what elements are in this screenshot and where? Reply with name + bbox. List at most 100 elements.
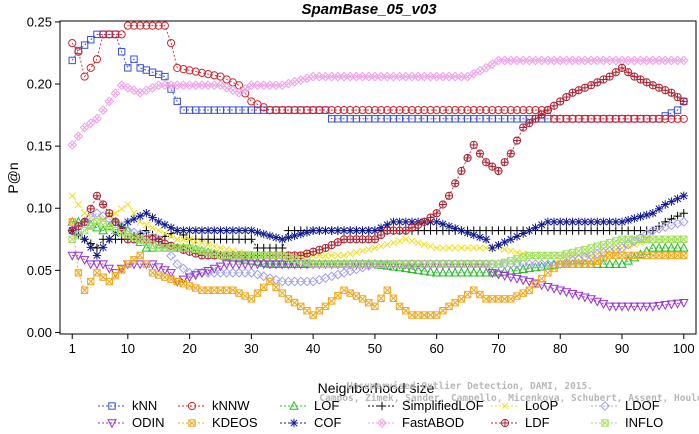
data-point-loop	[433, 244, 441, 252]
data-point-inflo	[507, 256, 515, 265]
data-point-loop	[402, 235, 410, 243]
data-point-kdeos	[272, 283, 280, 292]
data-point-odin	[289, 260, 300, 270]
data-point-fastabod	[240, 84, 251, 94]
series-inflo	[68, 218, 688, 268]
data-point-knnw	[444, 106, 454, 115]
data-point-odin	[265, 260, 275, 270]
data-point-kdeos	[74, 269, 83, 277]
data-point-kdeos	[389, 294, 398, 302]
data-point-inflo	[605, 239, 614, 247]
data-point-knnw	[395, 106, 404, 115]
data-point-knnw	[512, 106, 522, 115]
data-point-cof	[284, 233, 293, 242]
series-line-knnw	[71, 25, 684, 120]
data-point-cof	[617, 217, 627, 227]
data-point-ldf	[531, 114, 540, 123]
data-point-kdeos	[290, 298, 299, 307]
data-point-kdeos	[321, 302, 330, 311]
data-point-kdeos	[111, 272, 120, 280]
data-point-lof	[672, 242, 683, 252]
data-point-ldof	[678, 216, 689, 227]
data-point-cof	[648, 209, 658, 218]
data-point-loop	[396, 237, 404, 245]
data-point-fastabod	[468, 68, 479, 79]
data-point-lof	[654, 242, 664, 252]
series-ldof	[67, 208, 689, 287]
data-point-fastabod	[92, 113, 102, 124]
data-point-cof	[339, 226, 349, 235]
data-point-knnw	[315, 106, 324, 115]
data-point-kdeos	[185, 282, 194, 290]
legend-item-fastabod: FastABOD	[368, 415, 464, 430]
data-point-loop	[457, 244, 465, 252]
legend-item-lof: LOF	[280, 398, 339, 413]
data-point-fastabod	[73, 131, 84, 142]
data-point-kdeos	[544, 269, 552, 277]
data-point-cof	[333, 226, 343, 235]
legend-marker-lof	[289, 400, 299, 410]
data-point-knnw	[376, 106, 386, 115]
data-point-loop	[340, 251, 348, 259]
data-point-knnw	[438, 106, 447, 115]
data-point-loop	[476, 244, 484, 252]
data-point-knnw	[525, 106, 534, 115]
data-point-loop	[513, 248, 521, 257]
data-point-knnw	[148, 21, 157, 30]
data-point-loop	[68, 192, 76, 200]
data-point-fastabod	[234, 87, 244, 98]
data-point-odin	[672, 299, 683, 309]
data-point-ldf	[537, 110, 546, 119]
data-point-ldf	[667, 88, 676, 97]
data-point-kdeos	[550, 264, 558, 273]
data-point-ldof	[264, 273, 275, 283]
data-point-kdeos	[352, 292, 361, 300]
data-point-fastabod	[85, 118, 96, 129]
legend-label-ldf: LDF	[525, 415, 550, 430]
data-point-ldf	[370, 235, 380, 244]
data-point-knnw	[587, 114, 596, 123]
legend-marker-kdeos	[188, 419, 196, 427]
data-point-kdeos	[309, 311, 317, 319]
data-point-loop	[383, 240, 391, 249]
data-point-loop	[136, 218, 144, 226]
data-point-ldf	[444, 191, 454, 200]
data-point-loop	[445, 244, 453, 252]
data-point-loop	[328, 251, 336, 259]
legend-label-fastabod: FastABOD	[402, 415, 464, 430]
watermark-line-1: Campos, Zimek, Sander, Campello, Micenko…	[319, 393, 699, 404]
data-point-kdeos	[463, 290, 472, 299]
data-point-fastabod	[104, 96, 115, 107]
data-point-knnw	[654, 114, 664, 123]
data-point-odin	[610, 302, 621, 312]
data-point-cof	[469, 230, 478, 240]
data-point-knn	[136, 64, 144, 72]
data-point-odin	[184, 273, 195, 283]
data-point-ldf	[525, 119, 534, 128]
data-point-ldof	[258, 271, 269, 282]
data-point-odin	[98, 260, 108, 270]
data-point-odin	[580, 293, 590, 303]
data-point-ldf	[376, 230, 386, 240]
data-point-knn	[673, 106, 682, 114]
data-point-lof	[240, 254, 251, 264]
data-point-kdeos	[655, 251, 663, 260]
data-point-odin	[635, 302, 646, 312]
x-axis-label: Neighborhood size	[318, 380, 435, 396]
data-point-cof	[636, 212, 645, 221]
data-point-cof	[191, 226, 200, 235]
data-point-knnw	[197, 68, 207, 77]
data-point-odin	[258, 260, 269, 270]
data-point-fastabod	[129, 85, 139, 96]
data-point-odin	[153, 263, 164, 273]
data-point-cof	[253, 228, 262, 237]
data-point-fastabod	[481, 62, 492, 73]
data-point-knn	[161, 72, 169, 81]
legend-item-kdeos: KDEOS	[178, 415, 258, 430]
legend-label-odin: ODIN	[132, 415, 165, 430]
data-point-kdeos	[395, 302, 404, 311]
legend-label-simplifiedlof: SimplifiedLOF	[402, 398, 484, 413]
data-point-cof	[475, 232, 485, 242]
data-point-ldf	[315, 245, 324, 254]
data-point-cof	[543, 217, 553, 227]
